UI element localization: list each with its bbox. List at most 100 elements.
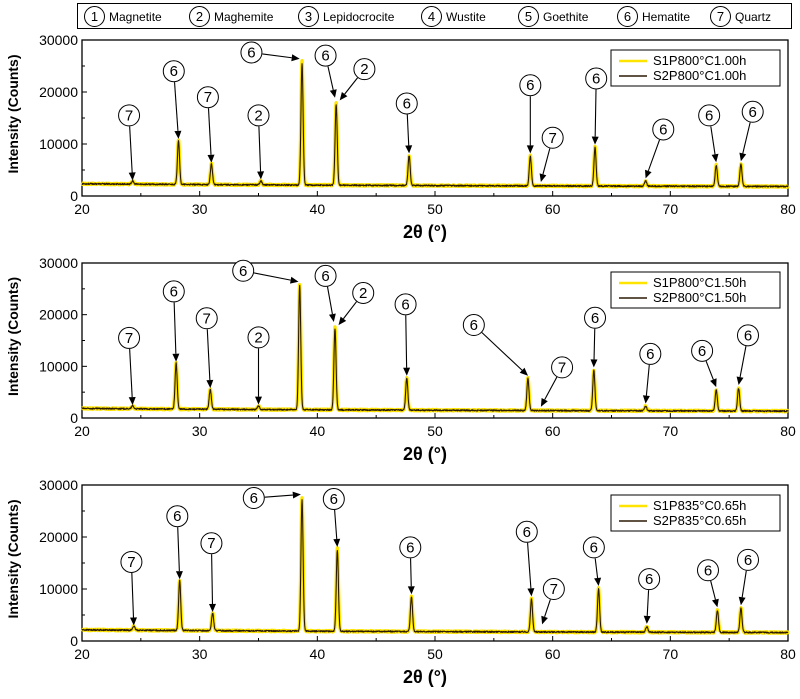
annotation-arrow-line	[129, 126, 133, 173]
legend-label-s1: S1P835°C0.65h	[653, 498, 746, 513]
annotation-label: 2	[254, 107, 262, 124]
series-legend-box	[610, 271, 781, 309]
x-axis-title: 2θ (°)	[403, 222, 447, 242]
y-tick-label: 30000	[39, 255, 78, 271]
annotation-arrow-head	[175, 571, 183, 580]
annotation-arrow-head	[710, 378, 717, 388]
annotation-circle	[240, 41, 263, 64]
annotation-arrow-head	[736, 376, 744, 385]
annotation-circle	[166, 505, 189, 528]
annotation-arrow-line	[542, 148, 551, 175]
annotation-label: 7	[207, 535, 215, 552]
annotation-circle	[462, 314, 485, 336]
peak-annotation: 6	[638, 568, 661, 624]
annotation-circle	[195, 307, 218, 330]
annotation-circle	[232, 259, 255, 282]
x-tick-label: 80	[780, 201, 796, 217]
annotation-arrow-line	[258, 126, 262, 172]
annotation-label: 6	[659, 121, 667, 138]
series-line-s2	[81, 63, 789, 188]
annotation-arrow-line	[253, 272, 291, 281]
y-tick-label: 30000	[39, 477, 78, 493]
peak-annotation: 6	[515, 520, 538, 597]
annotation-label: 7	[127, 554, 135, 571]
y-tick-label: 20000	[39, 84, 78, 100]
phase-legend-item: 6 Hematite	[617, 6, 690, 27]
x-tick-label: 80	[780, 646, 796, 662]
annotation-arrow-head	[591, 136, 599, 145]
peak-annotation: 7	[196, 86, 219, 163]
x-tick-label: 40	[310, 201, 326, 217]
annotation-arrow-head	[329, 89, 337, 98]
annotation-label: 6	[705, 107, 713, 124]
peak-annotation: 6	[162, 280, 185, 362]
annotation-circle	[541, 126, 564, 149]
annotation-circle	[353, 58, 376, 81]
annotation-circle	[120, 550, 143, 573]
annotation-arrow-line	[211, 554, 214, 604]
annotation-arrow-head	[172, 353, 180, 362]
annotation-arrow-head	[257, 171, 265, 180]
phase-name: Maghemite	[214, 9, 274, 24]
x-tick-label: 30	[192, 646, 208, 662]
annotation-arrow-line	[710, 126, 716, 155]
annotation-circle	[394, 293, 417, 316]
annotation-label: 2	[254, 329, 262, 346]
peak-annotation: 6	[698, 104, 721, 163]
x-tick-label: 40	[310, 423, 326, 439]
peak-annotation: 2	[247, 326, 270, 405]
annotation-circle	[698, 104, 721, 127]
annotation-circle	[314, 44, 337, 67]
peak-annotation: 6	[166, 505, 189, 580]
annotation-circle	[652, 118, 675, 141]
annotation-circle	[542, 578, 565, 600]
x-tick-label: 60	[545, 423, 561, 439]
peak-annotation: 7	[540, 356, 574, 407]
peak-annotation: 2	[339, 58, 376, 101]
y-tick-label: 0	[70, 633, 78, 649]
annotation-label: 2	[360, 61, 368, 78]
annotation-circle	[162, 280, 185, 303]
phase-number: 2	[189, 6, 210, 27]
annotation-label: 6	[592, 70, 600, 87]
phase-legend: 1 Magnetite 2 Maghemite 3 Lepidocrocite …	[77, 3, 792, 29]
annotation-circle	[247, 104, 270, 127]
annotation-arrow-line	[206, 329, 211, 381]
peak-annotation: 6	[314, 44, 337, 98]
annotation-arrow-head	[739, 152, 747, 162]
peak-annotation: 6	[519, 74, 542, 154]
annotation-label: 7	[204, 89, 212, 106]
annotation-arrow-head	[290, 276, 299, 284]
annotation-arrow-head	[590, 359, 598, 368]
annotation-arrow-line	[264, 494, 293, 498]
series-legend-box	[610, 494, 781, 532]
annotation-label: 7	[558, 359, 566, 376]
annotation-label: 6	[401, 296, 409, 313]
phase-name: Lepidocrocite	[323, 9, 395, 24]
peak-annotation: 6	[462, 314, 528, 376]
phase-number: 1	[84, 6, 105, 27]
y-tick-label: 0	[70, 188, 78, 204]
annotation-circle	[696, 559, 719, 582]
annotation-arrow-head	[642, 395, 650, 404]
x-tick-label: 80	[780, 423, 796, 439]
annotation-label: 6	[170, 283, 178, 300]
annotation-label: 2	[359, 285, 367, 302]
phase-legend-item: 1 Magnetite	[84, 6, 162, 27]
legend-label-s2: S2P800°C1.00h	[653, 68, 746, 83]
phase-legend-item: 5 Goethite	[518, 6, 588, 27]
peak-annotation: 7	[539, 126, 564, 182]
peak-annotation: 6	[736, 324, 759, 385]
annotation-label: 6	[173, 508, 181, 525]
annotation-arrow-head	[711, 153, 719, 163]
annotation-circle	[515, 520, 538, 543]
x-axis-title: 2θ (°)	[403, 667, 447, 687]
annotation-arrow-head	[329, 313, 336, 322]
annotation-circle	[247, 326, 270, 349]
peak-annotation: 7	[541, 578, 565, 625]
annotation-arrow-line	[342, 301, 357, 320]
annotation-arrow-head	[255, 396, 262, 405]
annotation-label: 6	[698, 343, 706, 360]
